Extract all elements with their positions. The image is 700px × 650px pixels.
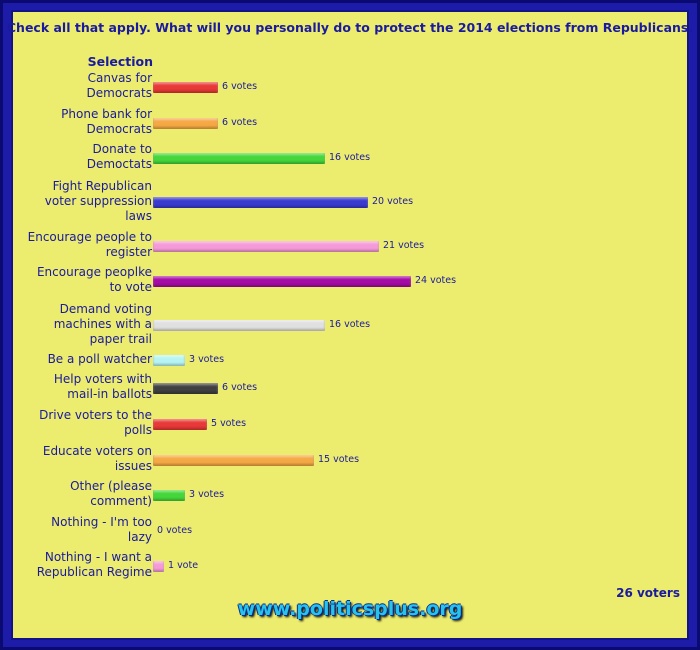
- vote-bar: [153, 82, 218, 93]
- option-label-line: Encourage peoplke: [36, 265, 152, 279]
- vote-bar: [153, 383, 218, 394]
- option-label: Educate voters on issues: [0, 444, 152, 474]
- vote-count-label: 3 votes: [189, 354, 225, 365]
- vote-count-label: 21 votes: [383, 240, 425, 251]
- total-voters: 26 voters: [616, 586, 680, 600]
- option-label-line: to vote: [109, 280, 152, 294]
- option-label: Donate to Democtats: [0, 142, 152, 172]
- option-label-line: mail-in ballots: [67, 387, 152, 401]
- option-label: Demand voting machines with a paper trail: [0, 302, 152, 347]
- option-label-line: Drive voters to the: [39, 408, 152, 422]
- option-label-line: Phone bank for: [61, 107, 152, 121]
- site-watermark[interactable]: www.politicsplus.org: [237, 598, 463, 620]
- option-label-line: comment): [90, 494, 152, 508]
- vote-bar: [153, 355, 185, 366]
- option-label: Encourage people to register: [0, 230, 152, 260]
- option-label-line: Be a poll watcher: [47, 351, 152, 366]
- vote-count-label: 6 votes: [222, 81, 258, 92]
- vote-bar: [153, 490, 185, 501]
- option-label-line: paper trail: [89, 331, 152, 346]
- vote-count-label: 20 votes: [372, 196, 414, 207]
- vote-bar: [153, 241, 379, 252]
- vote-bar: [153, 197, 368, 208]
- vote-bar: [153, 153, 325, 164]
- vote-bar: [153, 419, 207, 430]
- option-label-line: voter suppression: [44, 193, 152, 208]
- vote-count-label: 1 vote: [168, 560, 199, 571]
- option-label: Fight Republican voter suppression laws: [0, 179, 152, 224]
- option-label: Other (please comment): [0, 479, 152, 509]
- vote-bar: [153, 455, 314, 466]
- option-label-line: Other (please: [70, 479, 152, 493]
- option-label-line: Donate to: [92, 142, 153, 156]
- vote-count-label: 16 votes: [329, 152, 371, 163]
- option-label-line: machines with a: [53, 316, 152, 331]
- option-label-line: Encourage people to: [27, 230, 152, 244]
- option-label: Phone bank for Democrats: [0, 107, 152, 137]
- vote-count-label: 3 votes: [189, 489, 225, 500]
- option-label-line: Educate voters on: [42, 444, 152, 458]
- option-label: Encourage peoplke to vote: [0, 265, 152, 295]
- option-label-line: lazy: [127, 530, 152, 544]
- option-label-line: Demand voting: [59, 301, 152, 316]
- option-label-line: Democtats: [86, 157, 152, 171]
- vote-count-label: 6 votes: [222, 117, 258, 128]
- option-label-line: Nothing - I'm too: [51, 515, 152, 529]
- option-label: Nothing - I want a Republican Regime: [0, 550, 152, 580]
- vote-count-label: 0 votes: [157, 525, 193, 536]
- option-label-line: Fight Republican: [52, 178, 152, 193]
- option-label: Canvas for Democrats: [0, 71, 153, 101]
- option-label-line: Republican Regime: [36, 565, 152, 579]
- option-label-line: Canvas for: [87, 71, 152, 85]
- vote-count-label: 24 votes: [415, 275, 457, 286]
- vote-count-label: 5 votes: [211, 418, 247, 429]
- option-label-line: issues: [114, 459, 152, 473]
- option-label-line: laws: [125, 208, 152, 223]
- selection-header: Selection: [87, 54, 153, 69]
- option-label-line: Democrats: [86, 86, 153, 100]
- option-label-line: polls: [124, 423, 152, 437]
- vote-count-label: 16 votes: [329, 319, 371, 330]
- vote-count-label: 6 votes: [222, 382, 258, 393]
- option-label-line: Nothing - I want a: [44, 550, 152, 564]
- vote-bar: [153, 561, 164, 572]
- option-label-line: register: [105, 245, 152, 259]
- poll-title: Check all that apply. What will you pers…: [6, 20, 694, 35]
- option-label-line: Help voters with: [53, 372, 152, 386]
- vote-bar: [153, 276, 411, 287]
- vote-count-label: 15 votes: [318, 454, 360, 465]
- option-label: Be a poll watcher: [0, 352, 152, 367]
- vote-bar: [153, 320, 325, 331]
- option-label: Drive voters to the polls: [0, 408, 152, 438]
- option-label-line: Democrats: [86, 122, 153, 136]
- option-label: Help voters with mail-in ballots: [0, 372, 152, 402]
- poll-panel: [11, 10, 689, 640]
- vote-bar: [153, 118, 218, 129]
- option-label: Nothing - I'm too lazy: [0, 515, 152, 545]
